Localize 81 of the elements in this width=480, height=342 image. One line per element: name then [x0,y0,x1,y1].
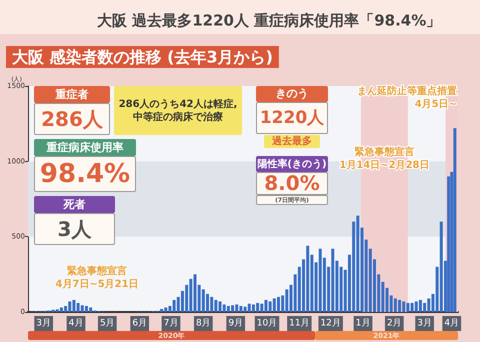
bar [84,306,88,312]
bar [356,216,360,312]
chart-title: 大阪 過去最多1220人 重症病床使用率「98.4%」 [97,12,442,30]
bar [160,308,164,312]
bar [410,302,414,312]
bar [331,248,334,312]
bar [72,300,76,312]
bar [218,301,222,312]
bar [210,296,214,312]
bar [56,309,59,312]
info-card: 陽性率(きのう) [256,156,328,172]
bar [164,307,168,312]
x-tick-label: 7月 [164,318,178,328]
info-card: 重症者 [34,86,110,103]
bar [244,306,247,312]
bar [256,302,260,312]
bar [406,302,410,312]
bar [285,289,288,312]
info-card: 98.4% [34,156,136,192]
bar [60,307,63,312]
bar [202,289,205,312]
band-label: まん延防止等重点措置 4月5日~ [357,85,457,110]
bar [235,304,238,312]
x-tick-label: 2月 [386,318,402,328]
bar [252,304,255,312]
bar [222,304,226,312]
bar [89,307,92,312]
info-card: 死者 [34,196,115,213]
info-card: 重症病床使用率 [34,139,136,156]
bar [64,306,68,312]
bar [268,301,272,312]
bar [248,304,251,312]
bar [206,294,210,312]
x-tick-label: 3月 [36,318,52,328]
x-tick-label: 5月 [100,318,115,328]
bar [402,301,406,312]
info-card: 8.0% [256,172,328,195]
bar [264,300,268,312]
bar [423,302,426,312]
bar [318,248,322,312]
bar [398,300,402,312]
chart-subtitle: 大阪 感染者数の推移 (去年3月から) [12,48,273,66]
bar [68,301,72,312]
bar [76,302,80,312]
bar [414,301,418,312]
info-card: 286人のうち42人は軽症,中等症の病床で治療 [114,86,242,135]
bar [239,306,242,312]
bar [440,222,443,312]
x-tick-label: 10月 [256,318,278,328]
x-tick-label: 4月 [68,318,84,328]
annotation: 緊急事態宣言 4月7日~5月21日 [54,264,140,292]
bar [427,298,430,312]
bar [214,300,218,312]
info-card: 3人 [34,213,115,245]
x-tick-label: 6月 [132,318,148,328]
x-tick-label: 3月 [417,318,432,328]
x-tick-label: 4月 [444,318,460,328]
bar [80,305,84,312]
x-tick-label: 1月 [356,318,370,328]
x-tick-label: 9月 [228,318,244,328]
bar [276,296,280,312]
info-card: 1220人 [256,102,328,134]
bar [447,176,450,312]
bar [260,304,264,312]
bar [394,298,397,312]
x-tick-label: 12月 [320,318,341,328]
x-tick-label: 11月 [289,318,310,328]
info-card: 286人 [34,103,110,135]
bar [306,246,310,312]
x-tick-label: 8月 [196,318,211,328]
bar [272,298,276,312]
bar [231,305,234,312]
bar [453,128,456,312]
bar [418,300,422,312]
bar [189,278,192,312]
info-card: 過去最多 [264,135,320,148]
info-card: きのう [256,86,328,102]
bar [172,300,176,312]
bar [193,274,196,312]
bar [226,306,230,312]
band-label: 緊急事態宣言 1月14日~2月28日 [339,146,430,171]
